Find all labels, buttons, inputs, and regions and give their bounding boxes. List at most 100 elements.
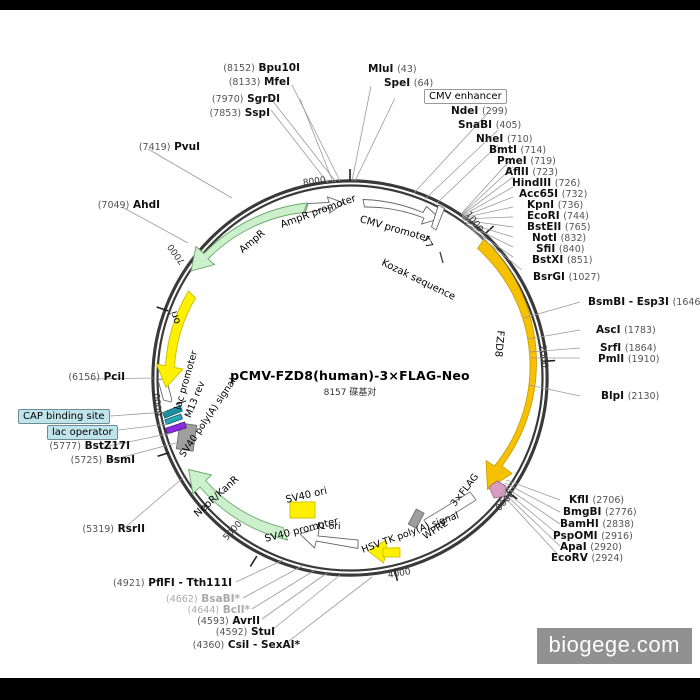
site-pos: (1783) <box>624 325 656 336</box>
site-name: CsiI - SexAI* <box>227 639 300 651</box>
site-pos: (726) <box>554 178 581 189</box>
site-name: Bpu10I <box>258 62 300 74</box>
site-name: Acc65I <box>519 188 559 200</box>
site-pos: (43) <box>397 64 417 75</box>
site-apai: ApaI (2920) <box>560 542 622 553</box>
site-pos: (736) <box>557 200 584 211</box>
site-noti: NotI (832) <box>532 233 586 244</box>
site-pos: (2920) <box>590 542 622 553</box>
site-pos: (1910) <box>627 354 660 365</box>
site-kpni: KpnI (736) <box>527 200 583 211</box>
site-pos: (4921) <box>113 578 145 589</box>
feature-hsv-tk-polya <box>407 508 425 529</box>
site-pos: (714) <box>520 145 547 156</box>
plasmid-size: 8157 碟基对 <box>323 388 377 398</box>
site-name: MfeI <box>263 76 290 88</box>
feature-kozak-tick <box>439 251 444 264</box>
feature-label-f1-ori: f1 ori <box>317 522 341 532</box>
site-pos: (5319) <box>82 524 115 535</box>
site-pos: (1027) <box>568 272 601 283</box>
feature-wpre <box>423 491 477 530</box>
site-stui: (4592) StuI <box>95 627 275 638</box>
ruler-ticks <box>156 169 556 581</box>
bottom-letterbox-bar <box>0 678 700 700</box>
site-bstz17i: (5777) BstZ17I <box>0 441 130 452</box>
site-pos: (405) <box>495 120 522 131</box>
site-name: SfiI <box>536 243 556 255</box>
feature-sv40-polya <box>175 422 198 452</box>
site-name: ApaI <box>560 541 587 553</box>
feature-sv40-promoter <box>299 527 359 550</box>
site-name: NdeI <box>451 105 479 117</box>
site-pos: (851) <box>566 255 593 266</box>
site-name: NheI <box>476 133 504 145</box>
site-pos: (5725) <box>70 455 103 466</box>
feature-cap-binding-site <box>162 404 183 426</box>
site-name: BmtI <box>489 144 517 156</box>
site-spei: SpeI (64) <box>384 78 433 89</box>
site-bmti: BmtI (714) <box>489 145 546 156</box>
site-ecorv: EcoRV (2924) <box>551 553 623 564</box>
site-pos: (4644) <box>187 605 220 616</box>
site-name: AflII <box>505 166 529 178</box>
site-name: PspOMI <box>553 530 598 542</box>
site-bsmi: (5725) BsmI <box>10 455 135 466</box>
site-name: BsaBI* <box>201 593 240 605</box>
site-pos: (2916) <box>601 531 633 542</box>
site-pmli: PmlI (1910) <box>598 354 659 365</box>
site-pos: (4592) <box>215 627 248 638</box>
site-name: SgrDI <box>247 93 280 105</box>
site-name: BamHI <box>560 518 599 530</box>
site-name: KpnI <box>527 199 555 211</box>
feature-label-cmv-enhancer: CMV enhancer <box>424 89 507 104</box>
site-rsrii: (5319) RsrII <box>20 524 145 535</box>
site-name: KflI <box>569 494 589 506</box>
site-ndei: NdeI (299) <box>451 106 508 117</box>
site-bpu10i: (8152) Bpu10I <box>100 63 300 74</box>
site-ahdi: (7049) AhdI <box>10 200 160 211</box>
feature-label-cap-binding-site: CAP binding site <box>18 409 110 424</box>
site-pos: (2706) <box>592 495 625 506</box>
site-snabi: SnaBI (405) <box>458 120 521 131</box>
site-pos: (8133) <box>228 77 261 88</box>
site-name: BsmI <box>105 454 135 466</box>
site-pos: (1864) <box>624 343 657 354</box>
site-pos: (2776) <box>605 507 637 518</box>
site-pos: (2924) <box>591 553 624 564</box>
site-name: AscI <box>596 324 621 336</box>
site-pos: (7970) <box>211 94 244 105</box>
leader-lines <box>87 84 581 642</box>
site-name: BsrGI <box>533 271 565 283</box>
site-kfli: KflI (2706) <box>569 495 624 506</box>
site-name: MluI <box>368 63 394 75</box>
feature-ampr-promoter <box>304 196 345 215</box>
site-pos: (64) <box>413 78 434 89</box>
site-bsrgi: BsrGI (1027) <box>533 272 600 283</box>
watermark: biogege.com <box>536 628 692 664</box>
site-bmgbi: BmgBI (2776) <box>563 507 637 518</box>
site-pos: (840) <box>558 244 585 255</box>
site-name: SspI <box>244 107 270 119</box>
site-name: HindIII <box>512 177 552 189</box>
site-nhei: NheI (710) <box>476 134 533 145</box>
site-bsabi: (4662) BsaBI* <box>60 594 240 605</box>
site-pos: (719) <box>530 156 556 167</box>
site-name: BsmBI - Esp3I <box>588 296 669 308</box>
site-pmei: PmeI (719) <box>497 156 556 167</box>
site-name: SpeI <box>384 77 411 89</box>
feature-fzd8 <box>476 238 537 491</box>
site-mfei: (8133) MfeI <box>90 77 290 88</box>
site-pos: (723) <box>532 167 558 178</box>
site-pos: (732) <box>561 189 588 200</box>
tick-label-2000: 2000 <box>536 344 550 369</box>
site-name: AvrII <box>232 615 260 627</box>
site-name: PflFI - Tth111I <box>148 577 232 589</box>
feature-cmv-promoter <box>362 199 441 225</box>
top-letterbox-bar <box>0 0 700 10</box>
site-sfii: SfiI (840) <box>536 244 584 255</box>
page-title: pCMV-FZD8(human)-3×FLAG-Neo <box>230 368 470 383</box>
site-csii-sexai: (4360) CsiI - SexAI* <box>95 640 300 651</box>
feature-label-fzd8: FZD8 <box>492 330 506 358</box>
site-acc65i: Acc65I (732) <box>519 189 587 200</box>
